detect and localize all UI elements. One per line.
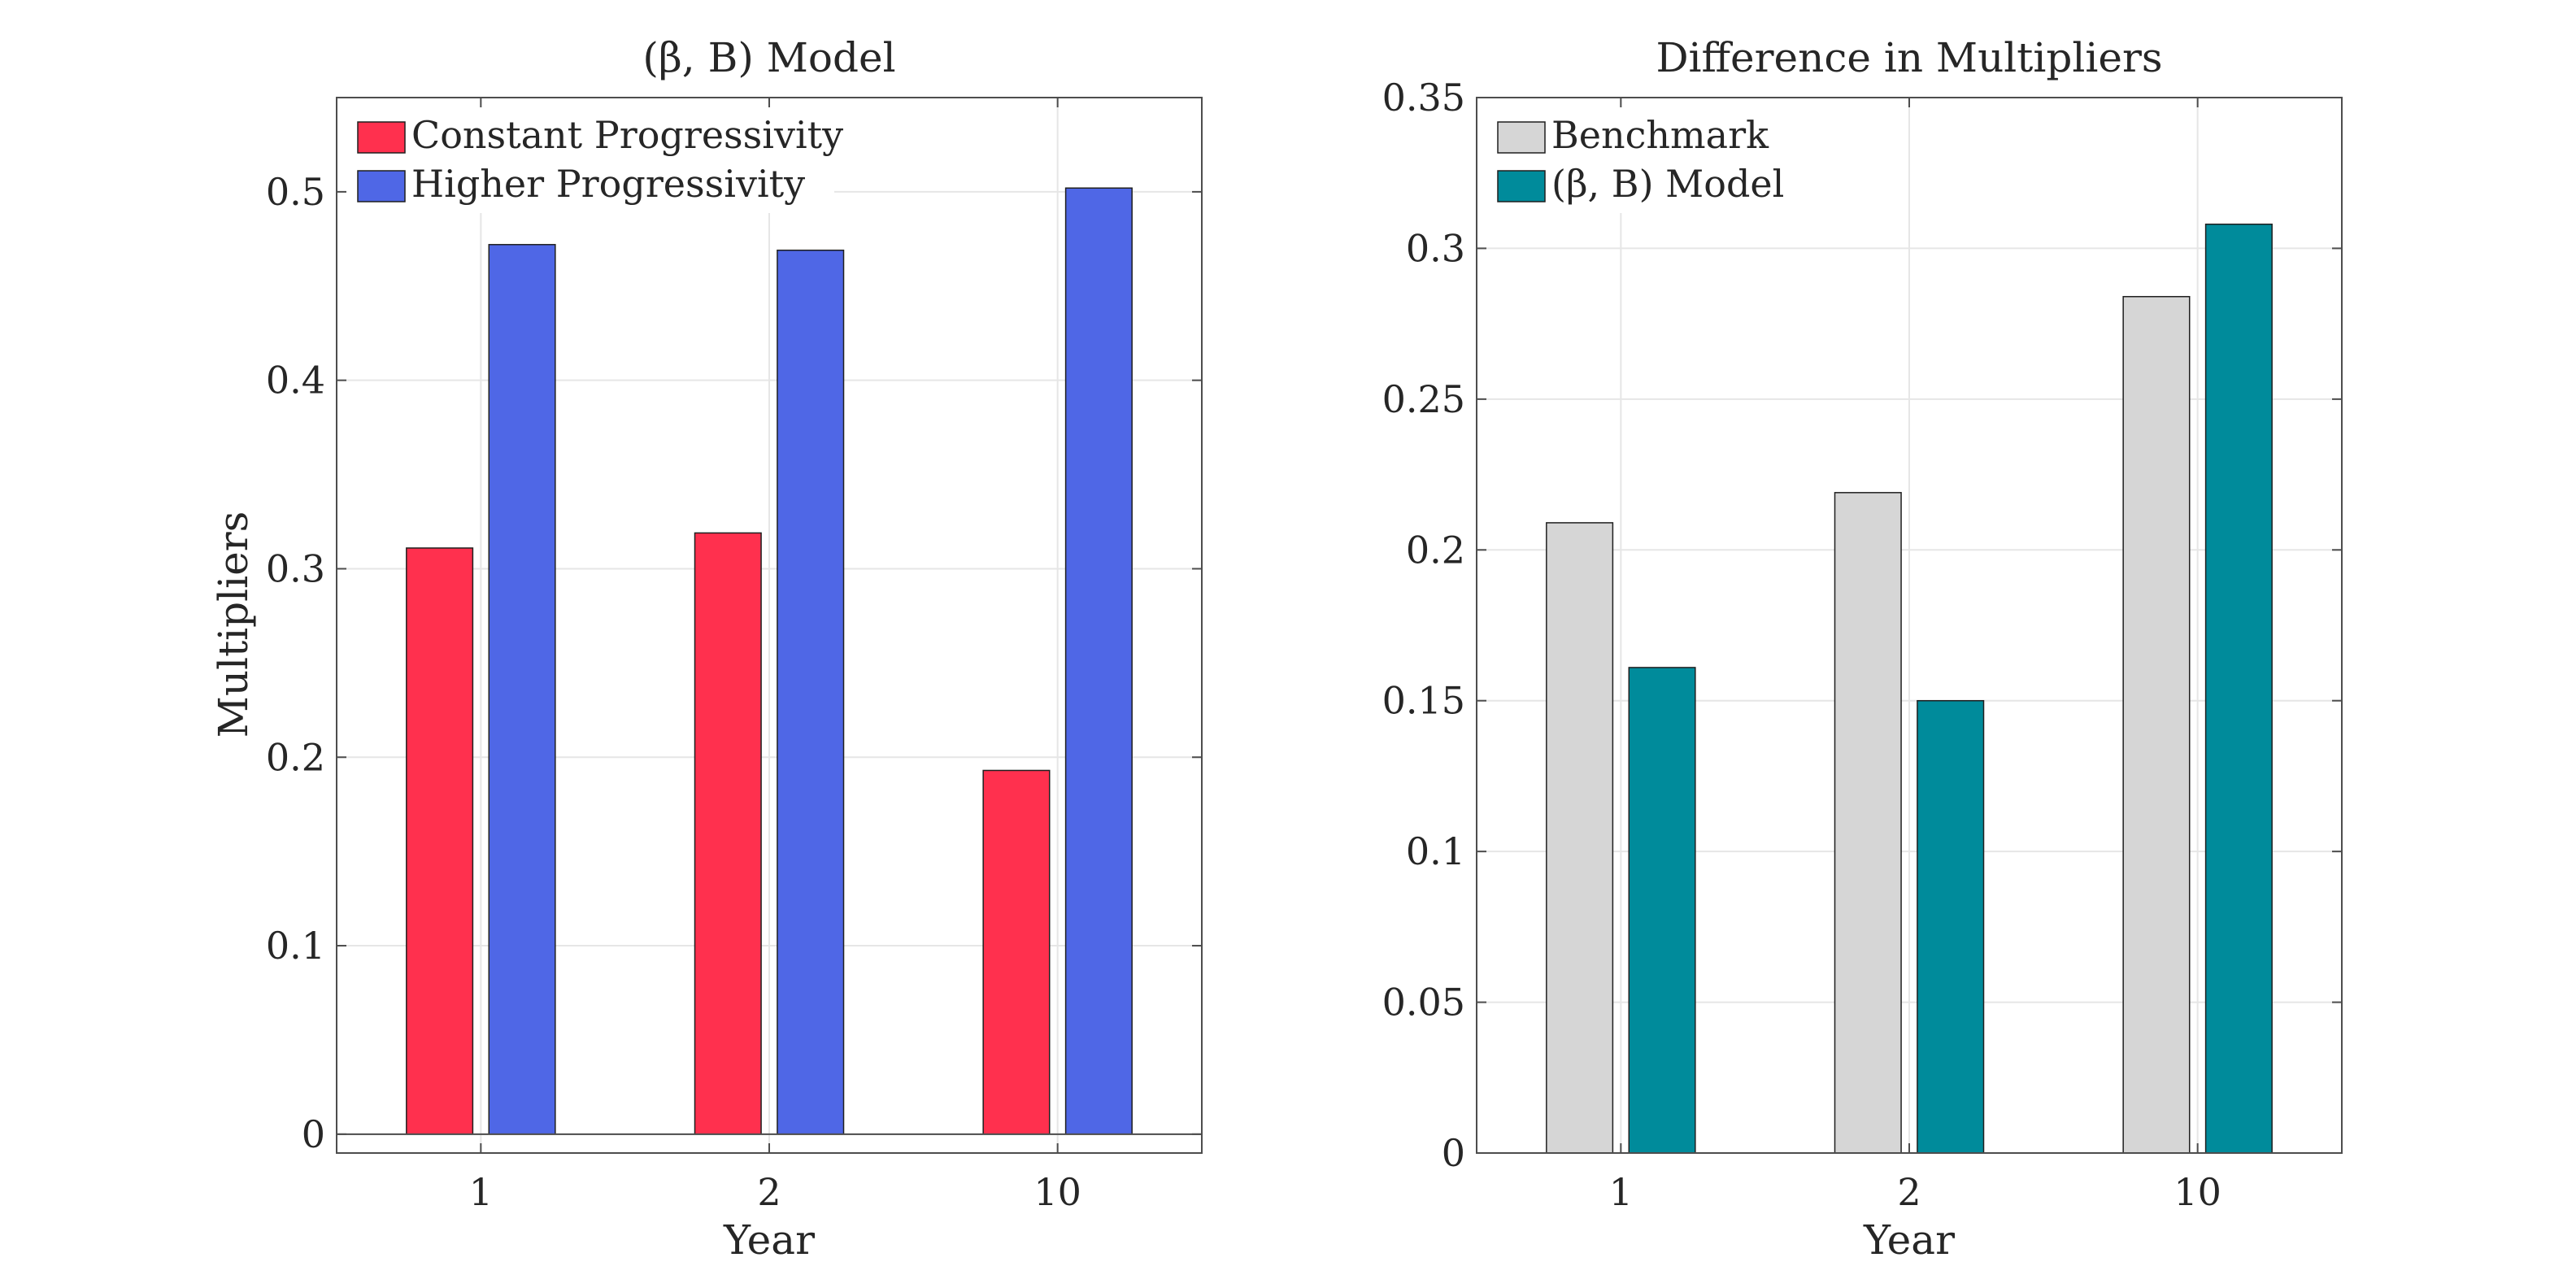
left-bar-higher-progressivity-10	[1064, 187, 1133, 1135]
right-legend: Benchmark (β, B) Model	[1486, 107, 1795, 213]
right-bar-b-model-10	[2204, 224, 2273, 1154]
right-y-tick-label: 0.3	[1406, 226, 1465, 270]
right-x-axis-label: Year	[1863, 1216, 1955, 1264]
left-x-tick-label-1: 1	[469, 1170, 493, 1214]
right-bar-b-model-2	[1917, 699, 1985, 1154]
left-y-tick-labels: 0 0.1 0.2 0.3 0.4 0.5	[266, 170, 325, 1156]
left-chart: (β, B) Model 00.10.20.30.40.5 1 2 10 Year …	[210, 34, 1203, 1264]
left-x-axis-label: Year	[723, 1216, 815, 1264]
right-y-tick-label: 0.2	[1406, 528, 1465, 572]
right-legend-label-beta-b-model: (β, B) Model	[1551, 162, 1784, 206]
right-y-tick-label: 0.15	[1382, 679, 1465, 723]
right-bar-benchmark-2	[1834, 492, 1902, 1154]
right-ticks	[1477, 97, 2342, 1154]
left-legend-swatch-constant-progressivity	[357, 121, 406, 154]
right-legend-swatch-benchmark	[1497, 121, 1546, 154]
left-bar-higher-progressivity-1	[488, 244, 556, 1135]
right-chart: Difference in Multipliers 0 0.05 0.1 0.15 0.…	[1382, 34, 2343, 1264]
left-x-tick-label-10: 10	[1033, 1170, 1081, 1214]
right-legend-swatch-beta-b-model	[1497, 170, 1546, 202]
left-bar-constant-progressivity-1	[406, 547, 474, 1135]
left-y-tick-label: 0.1	[266, 924, 325, 968]
left-legend: Constant Progressivity Higher Progressiv…	[346, 107, 843, 213]
right-bar-b-model-1	[1628, 667, 1696, 1154]
right-y-tick-label: 0.05	[1382, 981, 1465, 1025]
right-x-tick-label-10: 10	[2174, 1170, 2221, 1214]
left-legend-background	[346, 107, 834, 213]
right-x-tick-label-2: 2	[1897, 1170, 1921, 1214]
left-bar-constant-progressivity-2	[694, 532, 762, 1135]
right-x-tick-label-1: 1	[1609, 1170, 1633, 1214]
right-y-tick-label: 0.35	[1382, 76, 1465, 120]
left-bars	[406, 187, 1133, 1135]
right-grid	[1477, 97, 2342, 1154]
right-bars	[1546, 224, 2273, 1154]
left-legend-swatch-higher-progressivity	[357, 170, 406, 202]
left-y-tick-label: 0.2	[266, 735, 325, 779]
left-ticks	[337, 98, 1202, 1153]
left-bar-higher-progressivity-2	[777, 249, 845, 1135]
left-x-tick-labels: 1 2 10	[469, 1170, 1081, 1214]
left-y-tick-label: 0.3	[266, 546, 325, 590]
left-chart-title: (β, B) Model	[642, 34, 895, 81]
left-y-tick-label: 0.4	[266, 359, 325, 402]
left-y-tick-label: 0	[302, 1112, 325, 1156]
left-legend-label-higher-progressivity: Higher Progressivity	[411, 162, 805, 206]
right-y-tick-label: 0	[1442, 1131, 1465, 1175]
right-chart-title: Difference in Multipliers	[1656, 34, 2162, 81]
right-y-tick-label: 0.25	[1382, 377, 1465, 421]
right-legend-label-benchmark: Benchmark	[1551, 113, 1769, 157]
left-bar-constant-progressivity-10	[982, 769, 1051, 1135]
left-x-tick-label-2: 2	[757, 1170, 781, 1214]
right-bar-benchmark-10	[2122, 296, 2191, 1154]
left-legend-label-constant-progressivity: Constant Progressivity	[411, 113, 843, 157]
left-y-tick-label: 0.5	[266, 170, 325, 214]
left-y-axis-label: Multipliers	[210, 511, 257, 738]
right-y-tick-labels: 0 0.05 0.1 0.15 0.2 0.25 0.3 0.35	[1382, 76, 1465, 1175]
right-x-tick-labels: 1 2 10	[1609, 1170, 2221, 1214]
right-bar-benchmark-1	[1546, 522, 1614, 1154]
right-y-tick-label: 0.1	[1406, 829, 1465, 873]
